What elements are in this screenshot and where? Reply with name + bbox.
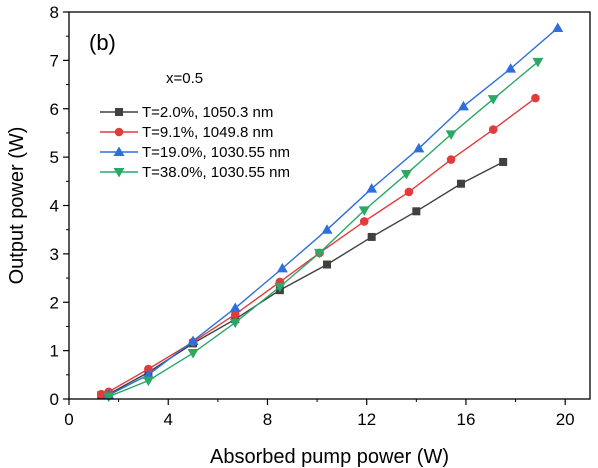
series-4	[103, 57, 544, 403]
y-tick-label: 2	[50, 293, 59, 312]
x-tick-label: 20	[556, 410, 575, 429]
legend-entry: T=9.1%, 1049.8 nm	[100, 124, 273, 141]
labels-layer: Absorbed pump power (W) Output power (W)…	[6, 30, 449, 468]
y-tick-label: 7	[50, 51, 59, 70]
data-point	[142, 369, 154, 379]
data-point	[358, 206, 370, 216]
legend-label: T=38.0%, 1030.55 nm	[142, 164, 290, 181]
data-point	[103, 392, 115, 403]
data-point	[323, 260, 332, 269]
data-point	[230, 310, 240, 319]
data-point	[144, 364, 153, 374]
y-tick-label: 3	[50, 245, 59, 264]
y-tick-label: 0	[50, 390, 59, 409]
x-tick-label: 8	[263, 410, 272, 429]
data-point	[488, 125, 498, 134]
series-line	[101, 97, 536, 395]
data-point	[413, 142, 425, 153]
legend-marker	[114, 127, 124, 137]
data-point	[404, 187, 414, 197]
x-tick-label: 12	[357, 410, 376, 429]
composition-label: x=0.5	[166, 70, 203, 87]
data-point	[552, 22, 564, 32]
legend-marker	[113, 168, 125, 178]
legend-entry: T=38.0%, 1030.55 nm	[100, 164, 290, 181]
data-point	[505, 63, 517, 73]
series-line	[101, 161, 504, 396]
data-point	[456, 179, 465, 188]
data-point	[487, 95, 499, 105]
data-point	[276, 262, 288, 273]
legend-marker	[115, 108, 123, 116]
panel-label: (b)	[89, 30, 116, 55]
data-point	[321, 224, 333, 234]
data-point	[229, 318, 241, 329]
legend-entry: T=2.0%, 1050.3 nm	[100, 104, 273, 121]
data-point	[359, 217, 369, 226]
data-point	[274, 282, 286, 293]
y-tick-label: 5	[50, 148, 59, 167]
x-axis-title: Absorbed pump power (W)	[210, 446, 449, 468]
data-point	[457, 100, 469, 111]
data-point	[412, 207, 421, 216]
data-point	[96, 389, 106, 399]
data-point	[531, 93, 540, 103]
x-tick-label: 16	[456, 410, 475, 429]
y-axis-title: Output power (W)	[6, 127, 28, 285]
data-point	[366, 183, 378, 193]
data-point	[187, 335, 199, 345]
legend-label: T=9.1%, 1049.8 nm	[142, 124, 273, 141]
data-point	[142, 376, 154, 387]
series-3	[103, 22, 564, 400]
legend-entry: T=19.0%, 1030.55 nm	[100, 144, 290, 161]
x-tick-label: 0	[64, 410, 73, 429]
y-tick-label: 1	[50, 342, 59, 361]
data-point	[445, 130, 457, 140]
data-point	[532, 57, 544, 68]
data-point	[499, 157, 508, 166]
legend: T=2.0%, 1050.3 nm T=9.1%, 1049.8 nm T=19.0…	[100, 104, 290, 181]
legend-marker	[113, 146, 125, 156]
data-point	[314, 248, 326, 259]
x-tick-label: 4	[164, 410, 173, 429]
data-point	[229, 302, 241, 313]
data-point	[187, 349, 199, 359]
plot-frame	[68, 11, 591, 400]
data-point	[367, 232, 376, 241]
data-point	[400, 170, 412, 180]
y-tick-label: 8	[50, 3, 59, 22]
y-tick-label: 4	[50, 197, 59, 216]
y-tick-label: 6	[50, 100, 59, 119]
legend-label: T=2.0%, 1050.3 nm	[142, 104, 273, 121]
data-point	[446, 155, 456, 164]
series-layer	[96, 22, 564, 403]
legend-label: T=19.0%, 1030.55 nm	[142, 144, 290, 161]
